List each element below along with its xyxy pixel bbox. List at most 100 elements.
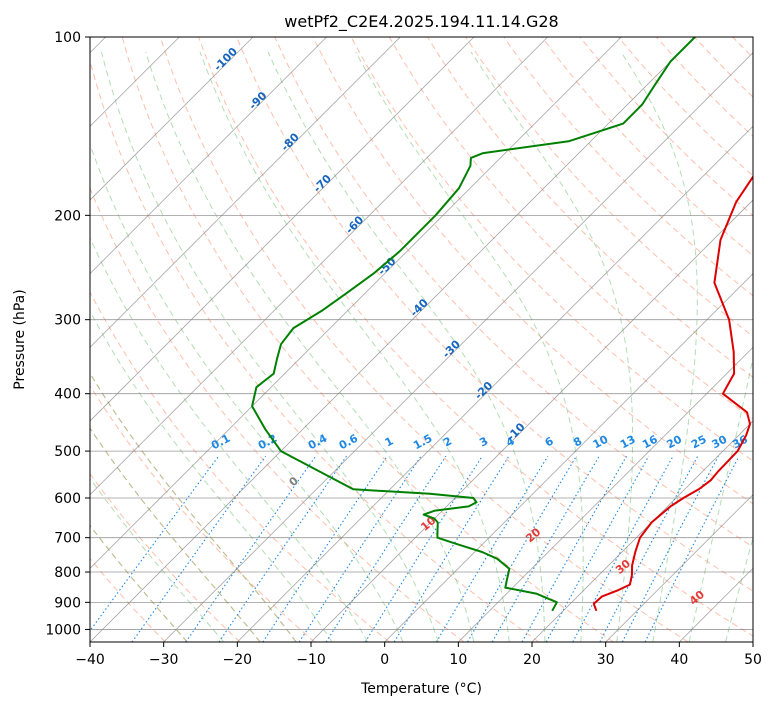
dry-adiabat-line — [312, 37, 753, 505]
isotherm-line — [384, 273, 753, 642]
isotherm-line — [90, 37, 696, 642]
y-tick-label: 500 — [54, 444, 81, 460]
isotherm-label: -40 — [408, 296, 431, 319]
mixing-ratio-line — [467, 455, 577, 642]
y-axis-ticks: 100 200 300 400 500 600 700 800 900 1000 — [45, 30, 90, 638]
mixing-ratio-label: 6 — [543, 434, 556, 449]
dry-adiabat-line — [90, 472, 241, 642]
y-tick-label: 200 — [54, 208, 81, 224]
dewpoint-profile — [251, 37, 696, 612]
moist-adiabat-line — [90, 143, 404, 642]
mixing-ratio-label: 20 — [664, 433, 684, 452]
dry-adiabat-line — [732, 37, 753, 59]
moist-adiabat-line — [90, 477, 225, 642]
x-tick-label: 10 — [449, 652, 467, 668]
moist-adiabat-line — [620, 51, 698, 642]
moist-adiabat-line — [470, 51, 634, 642]
plot-series — [251, 37, 753, 612]
mixing-ratio-line — [298, 455, 422, 642]
dry-adiabat-line — [694, 37, 753, 98]
mixing-ratio-label: 1 — [383, 434, 396, 449]
dry-adiabat-line — [90, 186, 465, 642]
dry-adiabat-line — [236, 37, 753, 592]
y-tick-label: 100 — [54, 30, 81, 46]
mixing-ratio-label: 10 — [591, 433, 611, 452]
moist-adiabat-label: 40 — [687, 588, 707, 608]
chart-title: wetPf2_C2E4.2025.194.11.14.G28 — [284, 12, 558, 32]
moist-adiabat-label: 20 — [523, 525, 543, 545]
dry-adiabat-line — [465, 37, 753, 338]
mixing-ratio-line — [131, 455, 267, 642]
mixing-ratio-line — [572, 455, 674, 642]
isotherm-line — [310, 199, 753, 642]
isotherm-label: -90 — [246, 89, 269, 112]
mixing-ratio-line — [90, 455, 220, 632]
mixing-ratio-label: 8 — [571, 434, 584, 449]
saturated-curve-line — [90, 372, 297, 642]
moist-adiabat-line — [199, 51, 510, 642]
x-tick-label: 30 — [597, 652, 615, 668]
mixing-ratio-label: 36 — [730, 433, 750, 452]
isotherm-line — [237, 125, 753, 642]
mixing-ratio-label: 1.5 — [411, 432, 434, 453]
mixing-ratio-label: 13 — [618, 433, 638, 452]
dry-adiabat-line — [159, 37, 689, 642]
isotherm-line — [90, 37, 622, 569]
y-tick-label: 800 — [54, 565, 81, 581]
mixing-ratio-line — [218, 455, 347, 642]
moist-adiabat-line — [145, 51, 475, 642]
x-tick-label: −10 — [296, 652, 326, 668]
x-axis-ticks: −40 −30 −20 −10 0 10 20 30 40 50 — [75, 642, 762, 668]
moist-adiabat-line — [688, 355, 753, 642]
dry-adiabat-line — [90, 291, 390, 642]
dry-adiabat-line — [274, 37, 753, 548]
x-tick-label: 20 — [523, 652, 541, 668]
moist-adiabat-line — [725, 536, 753, 642]
moist-adiabat-line — [100, 51, 439, 642]
moist-adiabat-line — [90, 524, 188, 642]
isotherm-line — [531, 420, 753, 642]
isotherm-label: -80 — [279, 130, 302, 153]
x-tick-label: 0 — [380, 652, 389, 668]
saturated-curve-line — [90, 524, 188, 642]
y-tick-label: 1000 — [45, 622, 81, 638]
y-tick-label: 700 — [54, 531, 81, 547]
x-axis-label: Temperature (°C) — [360, 681, 482, 697]
isotherm-line — [90, 37, 548, 496]
y-axis-label: Pressure (hPa) — [12, 289, 28, 389]
mixing-ratio-label: 0.4 — [306, 432, 330, 453]
y-tick-label: 900 — [54, 595, 81, 611]
mixing-ratio-line — [599, 455, 699, 642]
isotherm-label: -30 — [440, 337, 463, 360]
dry-adiabat-line — [541, 37, 753, 257]
dry-adiabat-line — [771, 37, 775, 642]
dry-adiabat-line — [503, 37, 753, 297]
plot-frame — [89, 36, 754, 643]
isotherm-line — [163, 52, 753, 642]
dry-adiabat-line — [90, 59, 540, 642]
isotherm-label: -70 — [311, 172, 334, 195]
dry-adiabat-line — [656, 37, 753, 138]
isotherm-label: -100 — [211, 45, 240, 74]
isotherm-line — [458, 346, 753, 642]
moist-adiabat-line — [90, 236, 369, 642]
mixing-ratio-line — [262, 455, 388, 642]
mixing-ratio-label: 0.1 — [209, 432, 232, 453]
isotherm-line — [679, 567, 753, 642]
moist-adiabat-line — [90, 310, 333, 642]
dry-adiabat-line — [388, 37, 753, 420]
mixing-ratio-label: 30 — [710, 433, 730, 452]
isotherm-label: -20 — [472, 379, 495, 402]
saturated-curve-line — [90, 427, 261, 642]
y-tick-label: 600 — [54, 491, 81, 507]
isotherm-line — [90, 37, 327, 275]
dry-adiabat-line — [426, 37, 753, 378]
isotherm-line — [605, 494, 753, 642]
isotherm-line — [90, 37, 254, 201]
dry-adiabat-line — [90, 384, 316, 642]
mixing-ratio-label: 16 — [640, 433, 660, 452]
moist-adiabat-line — [267, 51, 546, 642]
x-tick-label: −30 — [149, 652, 179, 668]
y-tick-label: 400 — [54, 387, 81, 403]
